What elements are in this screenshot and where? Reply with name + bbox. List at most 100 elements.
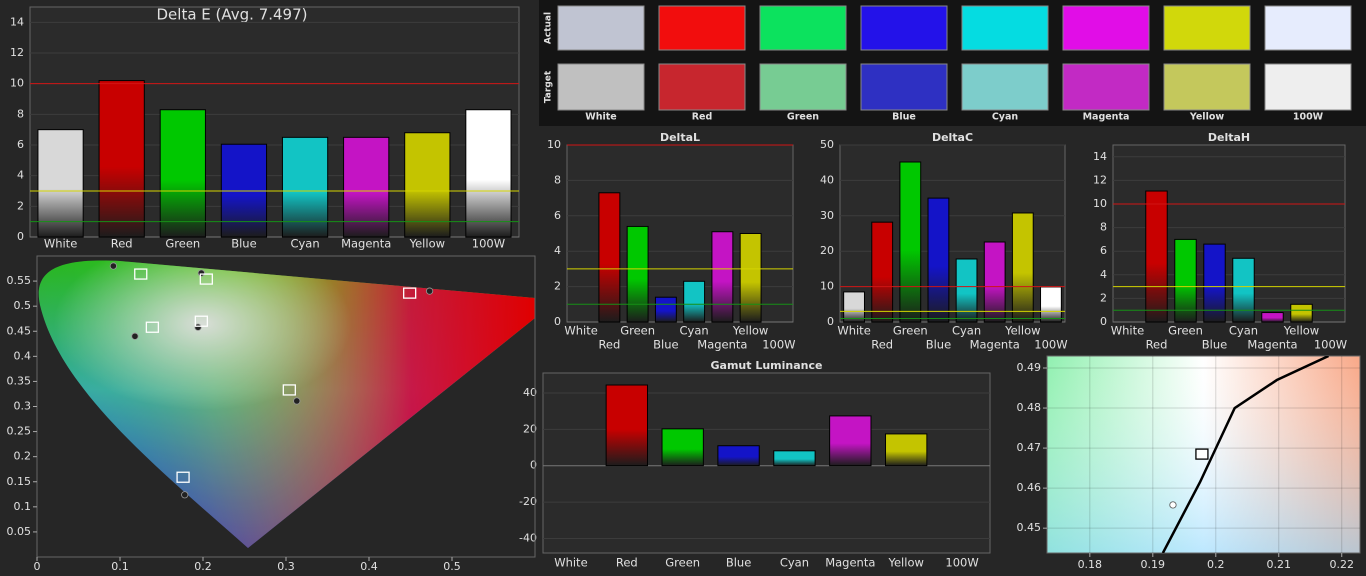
actual-point <box>1195 448 1209 460</box>
x-tick-label: Red <box>598 338 620 352</box>
x-tick-label: Yellow <box>887 556 923 570</box>
x-tick-label: Cyan <box>680 324 709 338</box>
x-tick-label: White <box>564 324 597 338</box>
y-tick-label: 10 <box>547 138 561 151</box>
y-tick-label: 0.49 <box>1017 361 1042 374</box>
x-tick-label: Magenta <box>970 338 1020 352</box>
bar <box>683 280 706 323</box>
y-tick-label: 10 <box>1093 197 1107 210</box>
y-tick-label: 0.2 <box>14 450 32 463</box>
x-tick-label: Cyan <box>290 237 319 251</box>
target-swatch <box>961 63 1049 111</box>
actual-swatch <box>557 5 645 51</box>
y-tick-label: 0.25 <box>7 425 32 438</box>
swatch-label: Magenta <box>1083 112 1130 123</box>
y-tick-label: 2 <box>554 280 561 293</box>
x-tick-label: Green <box>893 324 928 338</box>
y-tick-label: 8 <box>554 173 561 186</box>
y-tick-label: 12 <box>1093 173 1107 186</box>
y-tick-label: 20 <box>523 422 537 435</box>
target-point <box>1169 501 1177 509</box>
bar <box>885 433 928 467</box>
x-tick-label: Red <box>111 237 133 251</box>
x-tick-label: 0.18 <box>1078 558 1103 571</box>
swatch-label: Red <box>692 112 713 123</box>
x-tick-label: White <box>1111 324 1144 338</box>
y-tick-label: 40 <box>523 386 537 399</box>
y-tick-label: 40 <box>820 173 834 186</box>
y-tick-label: 0 <box>1100 315 1107 328</box>
y-tick-label: 0.45 <box>1017 521 1042 534</box>
bar <box>343 136 390 238</box>
x-tick-label: Green <box>165 237 200 251</box>
y-tick-label: 2 <box>1100 291 1107 304</box>
bar <box>843 291 865 323</box>
x-tick-label: 0.1 <box>111 560 129 573</box>
chart-title: DeltaH <box>1208 131 1250 144</box>
x-tick-label: 0.5 <box>443 560 461 573</box>
x-tick-label: 0.19 <box>1141 558 1166 571</box>
y-tick-label: 30 <box>820 209 834 222</box>
bar <box>773 450 816 467</box>
bar <box>598 192 621 323</box>
bar <box>1145 190 1168 323</box>
y-tick-label: 0.15 <box>7 475 32 488</box>
locus-curve <box>1161 356 1330 553</box>
x-tick-label: Red <box>1146 338 1168 352</box>
bar <box>605 384 648 467</box>
target-swatch <box>557 63 645 111</box>
x-tick-label: Yellow <box>732 324 768 338</box>
target-swatch <box>1062 63 1150 111</box>
bar <box>159 109 206 238</box>
y-tick-label: 6 <box>17 138 24 151</box>
actual-swatch <box>961 5 1049 51</box>
x-tick-label: Blue <box>926 338 951 352</box>
x-tick-label: Cyan <box>780 556 809 570</box>
actual-swatch <box>759 5 847 51</box>
y-tick-label: 8 <box>17 107 24 120</box>
x-tick-label: White <box>554 556 587 570</box>
row-label: Target <box>544 70 554 103</box>
bar <box>1040 286 1062 323</box>
y-tick-label: 14 <box>1093 150 1107 163</box>
swatch-label: 100W <box>1293 112 1324 123</box>
y-tick-label: 0.48 <box>1017 401 1042 414</box>
x-tick-label: 0.21 <box>1267 558 1292 571</box>
bar <box>1011 212 1034 323</box>
y-tick-label: 14 <box>10 15 24 28</box>
x-tick-label: 0.3 <box>277 560 295 573</box>
target-point <box>181 491 189 499</box>
actual-point <box>176 471 190 483</box>
y-tick-label: -40 <box>519 531 537 544</box>
x-tick-label: 0.2 <box>1207 558 1225 571</box>
target-point <box>425 287 434 295</box>
y-tick-label: 0.1 <box>14 500 32 513</box>
bar <box>829 415 872 467</box>
chart-title: DeltaL <box>660 131 700 144</box>
plot-frame <box>1046 355 1361 554</box>
x-tick-label: 0.4 <box>360 560 378 573</box>
bar <box>37 129 84 238</box>
bar <box>1261 312 1284 323</box>
bar <box>871 221 894 323</box>
y-tick-label: 20 <box>820 244 834 257</box>
x-tick-label: 100W <box>1314 338 1347 352</box>
bar <box>711 231 734 323</box>
actual-point <box>145 321 160 333</box>
x-tick-label: Magenta <box>341 237 391 251</box>
plot-area <box>109 262 434 499</box>
x-tick-label: 100W <box>472 237 505 251</box>
chart-title: Gamut Luminance <box>711 359 823 372</box>
y-tick-label: 6 <box>1100 244 1107 257</box>
chart-title: DeltaC <box>932 131 973 144</box>
swatch-label: Blue <box>892 112 916 123</box>
y-tick-label: 0 <box>554 315 561 328</box>
locus-shade <box>38 260 535 548</box>
bar <box>739 233 762 323</box>
target-swatch <box>658 63 746 111</box>
row-label: Actual <box>544 12 554 44</box>
x-tick-label: 100W <box>945 556 978 570</box>
y-tick-label: 0.3 <box>14 400 32 413</box>
swatch-label: Yellow <box>1189 112 1224 123</box>
